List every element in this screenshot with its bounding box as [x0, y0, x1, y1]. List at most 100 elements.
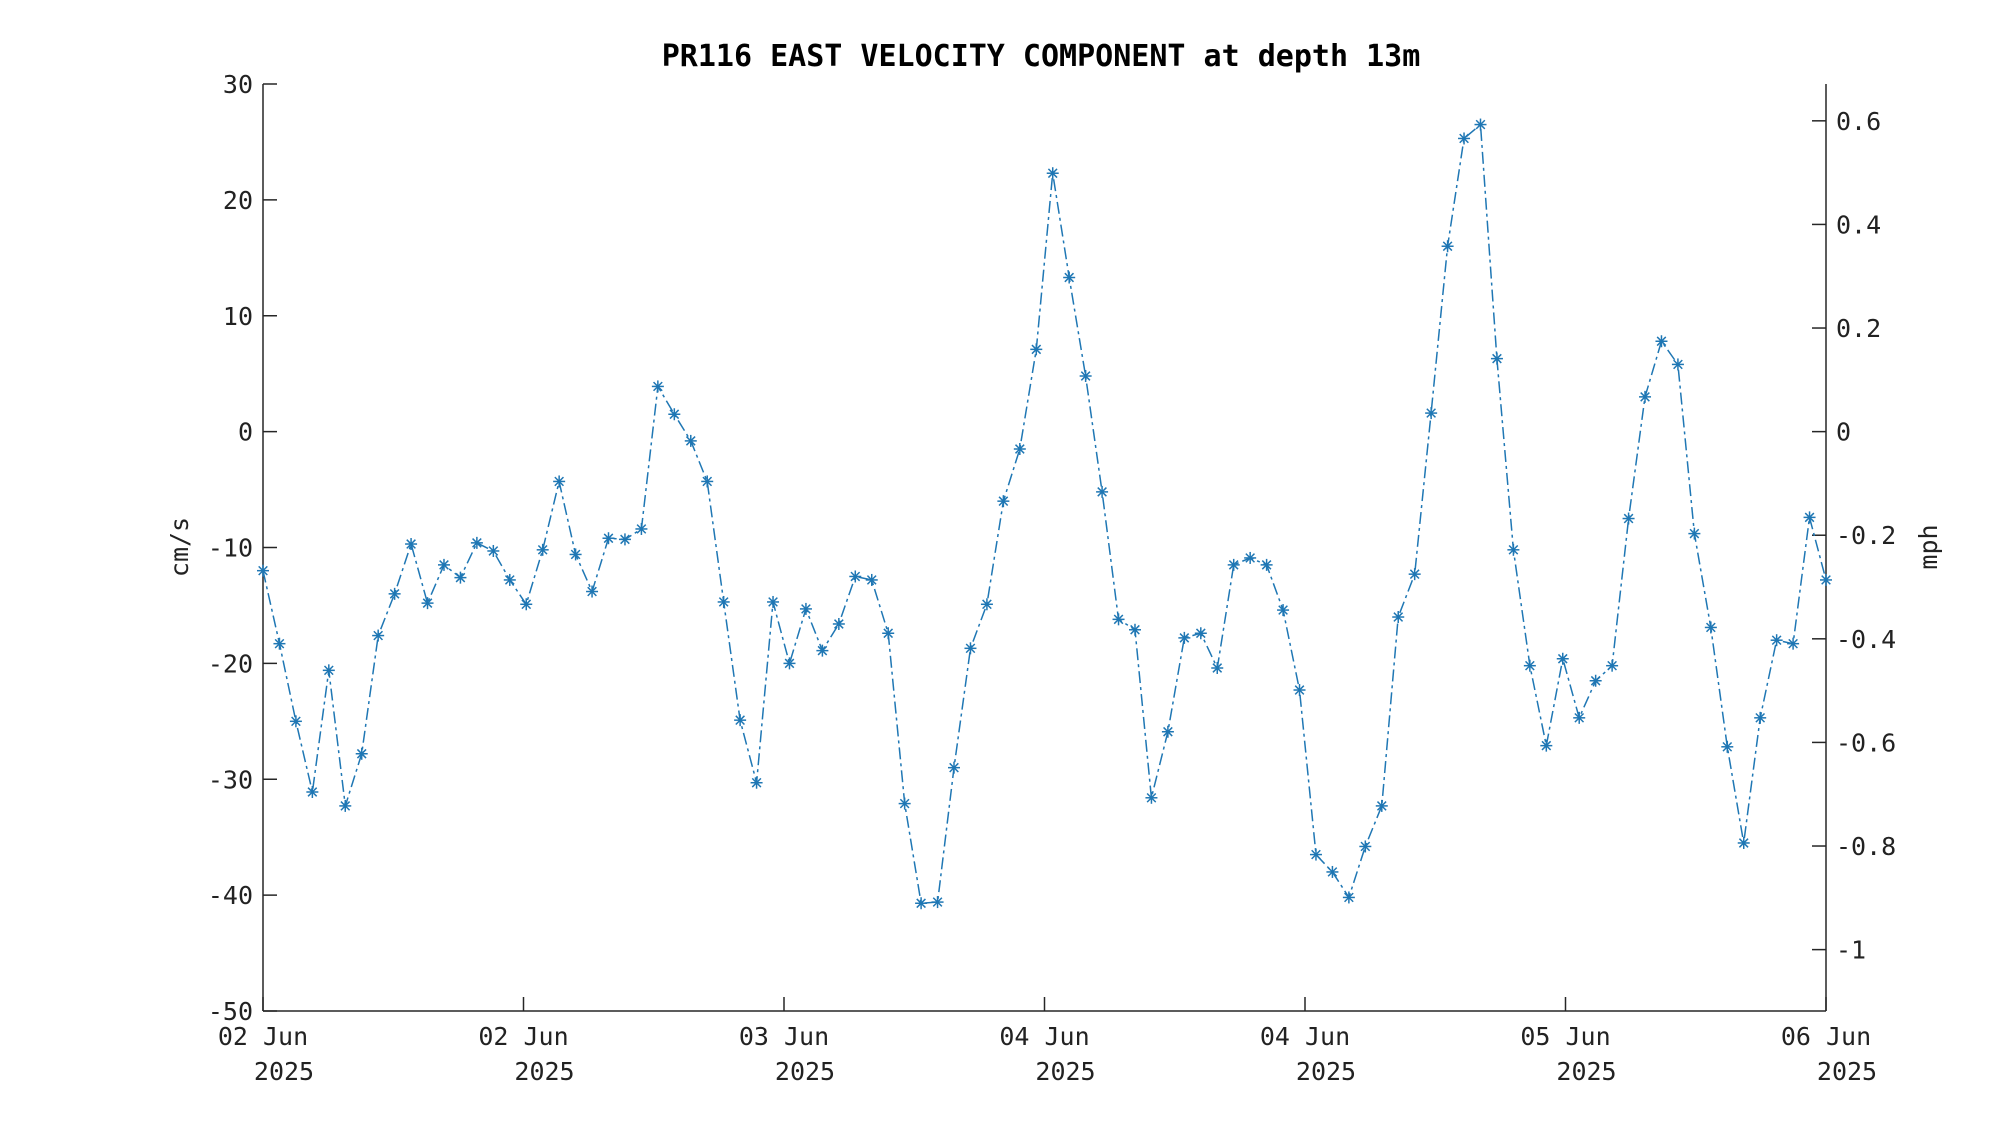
- data-point: [717, 595, 730, 608]
- data-point: [701, 475, 714, 488]
- data-point: [865, 573, 878, 586]
- data-point: [1161, 725, 1174, 738]
- data-point: [1326, 865, 1339, 878]
- data-point: [372, 629, 385, 642]
- data-point: [520, 598, 533, 611]
- y-tick-label: -20: [208, 649, 253, 678]
- data-point: [289, 715, 302, 728]
- y2-tick-label: -0.6: [1836, 728, 1896, 757]
- data-point: [734, 714, 747, 727]
- y2-tick-label: -0.2: [1836, 521, 1896, 550]
- ticks: 30 20 10 0 -10 -20 -30 -40 -50 0.6 0.4 0.2 0 -0.2 -0.4…: [208, 70, 1896, 1086]
- data-point: [1606, 659, 1619, 672]
- data-point: [1112, 613, 1125, 626]
- y2-tick-label: -0.8: [1836, 832, 1896, 861]
- data-point: [1211, 662, 1224, 675]
- data-point: [1046, 167, 1059, 180]
- data-point: [1540, 739, 1553, 752]
- y-tick-label: -40: [208, 881, 253, 910]
- data-point: [470, 536, 483, 549]
- data-point: [1803, 511, 1816, 524]
- x-tick-label-date: 04 Jun: [1260, 1022, 1350, 1051]
- x-tick-label-date: 04 Jun: [999, 1022, 1089, 1051]
- y2-tick-label: 0.2: [1836, 314, 1881, 343]
- y-tick-label: 30: [223, 70, 253, 99]
- data-point: [1721, 740, 1734, 753]
- data-point: [1622, 512, 1635, 525]
- data-point: [1063, 271, 1076, 284]
- x-tick-label-year: 2025: [775, 1057, 835, 1086]
- data-point: [1194, 627, 1207, 640]
- x-tick-label-year: 2025: [254, 1057, 314, 1086]
- data-point: [1128, 623, 1141, 636]
- data-point: [1820, 573, 1832, 586]
- data-point: [1392, 611, 1405, 624]
- data-point: [437, 558, 450, 571]
- data-point: [964, 642, 977, 655]
- data-point: [750, 776, 763, 789]
- data-point: [1309, 848, 1322, 861]
- data-point: [618, 533, 631, 546]
- data-point: [832, 617, 845, 630]
- data-point: [816, 644, 829, 657]
- y2-tick-label: 0: [1836, 418, 1851, 447]
- data-point: [783, 657, 796, 670]
- data-point: [1375, 799, 1388, 812]
- data-point: [767, 595, 780, 608]
- data-point: [635, 522, 648, 535]
- data-point: [569, 548, 582, 561]
- data-point: [388, 587, 401, 600]
- data-point: [487, 544, 500, 557]
- data-point: [306, 785, 319, 798]
- data-point: [684, 434, 697, 447]
- data-point: [1688, 527, 1701, 540]
- data-point: [1754, 711, 1767, 724]
- data-point: [503, 573, 516, 586]
- data-point: [651, 380, 664, 393]
- data-point: [980, 598, 993, 611]
- y2-tick-label: -1: [1836, 936, 1866, 965]
- data-point: [1359, 840, 1372, 853]
- data-point: [948, 761, 961, 774]
- data-point: [1227, 558, 1240, 571]
- x-tick-label-year: 2025: [1556, 1057, 1616, 1086]
- data-point: [898, 797, 911, 810]
- y-tick-label: -30: [208, 765, 253, 794]
- data-point: [1737, 836, 1750, 849]
- data-point: [997, 495, 1010, 508]
- data-point: [421, 597, 434, 610]
- series-line: [262, 123, 1827, 904]
- data-point: [1013, 443, 1026, 456]
- data-point: [1474, 118, 1487, 131]
- x-tick-label-date: 02 Jun: [478, 1022, 568, 1051]
- data-point: [1441, 240, 1454, 253]
- data-point: [1704, 621, 1717, 634]
- data-point: [1556, 652, 1569, 665]
- data-point: [931, 896, 944, 909]
- data-point: [1293, 684, 1306, 697]
- data-point: [668, 408, 681, 421]
- y-tick-label: -50: [208, 997, 253, 1026]
- x-tick-label-date: 06 Jun: [1781, 1022, 1871, 1051]
- data-point: [1277, 604, 1290, 617]
- x-tick-label-year: 2025: [1035, 1057, 1095, 1086]
- data-point: [1655, 335, 1668, 348]
- data-point: [1787, 637, 1800, 650]
- y2-tick-label: 0.4: [1836, 210, 1881, 239]
- data-point: [882, 627, 895, 640]
- y-axis-label: cm/s: [165, 517, 194, 577]
- series-group: [257, 118, 1832, 910]
- data-point: [586, 585, 599, 598]
- x-tick-label-date: 05 Jun: [1520, 1022, 1610, 1051]
- y-tick-label: 10: [223, 302, 253, 331]
- y-tick-label: -10: [208, 534, 253, 563]
- data-point: [1425, 407, 1438, 420]
- data-point: [355, 747, 368, 760]
- data-point: [1639, 390, 1652, 403]
- y2-tick-label: 0.6: [1836, 107, 1881, 136]
- data-point: [1573, 711, 1586, 724]
- data-point: [1507, 543, 1520, 556]
- data-point: [1096, 485, 1109, 498]
- data-point: [1770, 634, 1783, 647]
- y2-axis-label: mph: [1914, 524, 1943, 569]
